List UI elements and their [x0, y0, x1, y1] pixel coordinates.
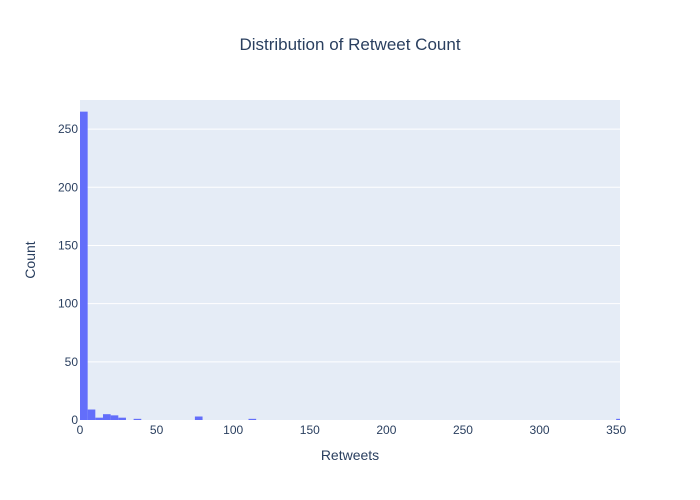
y-tick-label-250: 250	[58, 122, 78, 136]
y-tick-label-100: 100	[58, 297, 78, 311]
plot-area	[80, 100, 620, 420]
y-tick-label-200: 200	[58, 180, 78, 194]
x-tick-label-50: 50	[150, 423, 164, 437]
x-tick-label-100: 100	[223, 423, 243, 437]
x-tick-label-0: 0	[77, 423, 84, 437]
x-axis-title: Retweets	[321, 447, 379, 463]
x-tick-label-200: 200	[376, 423, 396, 437]
histogram-bar-10-15[interactable]	[95, 417, 103, 420]
x-tick-label-250: 250	[453, 423, 473, 437]
histogram-bar-110-115[interactable]	[248, 418, 257, 420]
histogram-bar-75-80[interactable]	[194, 416, 203, 420]
histogram-bar-350-355[interactable]	[616, 418, 620, 420]
y-tick-label-0: 0	[71, 413, 78, 427]
histogram-bar-15-20[interactable]	[102, 414, 111, 420]
y-tick-label-150: 150	[58, 238, 78, 252]
y-tick-label-50: 50	[65, 355, 79, 369]
y-axis-title: Count	[22, 241, 38, 278]
y-axis-ticks: 0 50 100 150 200 250	[58, 122, 78, 427]
grid-lines	[80, 128, 620, 363]
x-tick-label-350: 350	[606, 423, 626, 437]
histogram-bar-25-30[interactable]	[118, 417, 126, 420]
histogram-bar-0-5[interactable]	[80, 111, 88, 421]
x-axis-ticks: 0 50 100 150 200 250 300 350	[77, 423, 627, 437]
histogram-bar-35-40[interactable]	[133, 418, 142, 420]
chart-title: Distribution of Retweet Count	[239, 35, 460, 54]
histogram-bar-20-25[interactable]	[110, 415, 119, 420]
histogram-bar-5-10[interactable]	[87, 409, 96, 420]
x-tick-label-150: 150	[300, 423, 320, 437]
x-tick-label-300: 300	[530, 423, 550, 437]
histogram-bars	[80, 111, 620, 421]
